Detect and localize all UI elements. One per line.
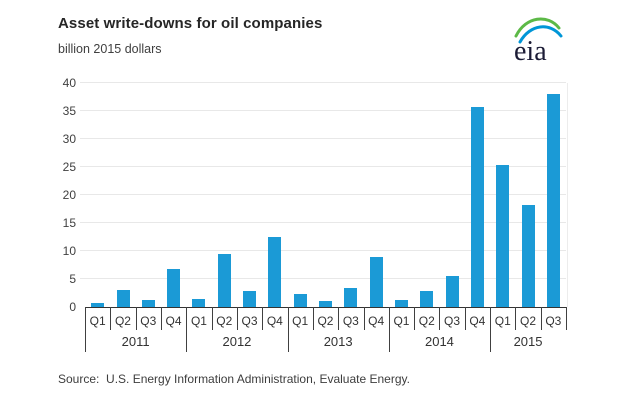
bar-2011-Q3 — [141, 300, 155, 307]
x-axis-quarter-label-2015-Q3: Q3 — [545, 314, 562, 328]
quarter-tick — [464, 307, 466, 330]
quarter-tick — [135, 307, 137, 330]
x-axis-quarter-label-2014-Q4: Q4 — [469, 314, 486, 328]
x-axis-quarter-label-2013-Q4: Q4 — [368, 314, 385, 328]
bar-2011-Q4 — [167, 269, 181, 307]
bar-2015-Q2 — [521, 205, 535, 307]
gridline-35 — [80, 110, 566, 111]
quarter-tick — [262, 307, 264, 330]
x-axis-quarter-label-2013-Q1: Q1 — [292, 314, 309, 328]
chart-title: Asset write-downs for oil companies — [58, 15, 323, 32]
year-separator — [287, 307, 289, 352]
x-axis-quarter-label-2011-Q1: Q1 — [89, 314, 106, 328]
bar-2015-Q1 — [496, 165, 510, 307]
y-axis-label-25: 25 — [62, 160, 76, 174]
logo-text: eia — [514, 36, 547, 66]
gridline-5 — [80, 278, 566, 279]
bar-2012-Q2 — [217, 254, 231, 307]
quarter-tick — [566, 307, 567, 330]
x-axis-quarter-label-2015-Q2: Q2 — [520, 314, 537, 328]
quarter-tick — [312, 307, 314, 330]
x-axis-year-label-2015: 2015 — [513, 334, 543, 349]
quarter-tick — [110, 307, 112, 330]
bar-2013-Q3 — [344, 288, 358, 307]
gridline-20 — [80, 194, 566, 195]
x-axis-quarter-label-2011-Q4: Q4 — [165, 314, 182, 328]
plot-right-border — [567, 83, 568, 307]
quarter-tick — [338, 307, 340, 330]
y-axis-label-40: 40 — [62, 76, 76, 90]
y-axis-label-35: 35 — [62, 104, 76, 118]
bar-2013-Q2 — [319, 301, 332, 307]
gridline-40 — [80, 82, 566, 83]
x-axis-quarter-label-2014-Q2: Q2 — [418, 314, 435, 328]
bar-2014-Q3 — [445, 276, 459, 307]
bar-2012-Q4 — [268, 237, 282, 307]
bar-2014-Q1 — [394, 300, 408, 307]
quarter-tick — [211, 307, 213, 330]
x-axis-year-label-2014: 2014 — [424, 334, 454, 349]
x-axis-quarter-label-2012-Q1: Q1 — [190, 314, 207, 328]
bar-2011-Q1 — [91, 303, 105, 307]
year-separator — [388, 307, 390, 352]
y-axis-label-10: 10 — [62, 244, 76, 258]
quarter-tick — [363, 307, 365, 330]
bar-2012-Q1 — [192, 299, 206, 307]
logo-blue-swoosh-icon — [518, 25, 563, 44]
bar-2013-Q1 — [293, 294, 307, 307]
x-axis-quarter-label-2013-Q3: Q3 — [342, 314, 359, 328]
eia-logo: eia — [506, 8, 564, 67]
bar-2014-Q2 — [420, 291, 434, 307]
x-axis-year-label-2011: 2011 — [121, 334, 150, 349]
quarter-tick — [160, 307, 162, 330]
quarter-tick — [414, 307, 416, 330]
bar-2013-Q4 — [369, 257, 383, 307]
x-axis-quarter-label-2012-Q3: Q3 — [241, 314, 258, 328]
x-axis-quarter-label-2015-Q1: Q1 — [494, 314, 511, 328]
x-axis-quarter-label-2011-Q3: Q3 — [140, 314, 157, 328]
gridline-25 — [80, 166, 566, 167]
year-separator — [186, 307, 188, 352]
bar-2011-Q2 — [116, 290, 130, 307]
gridline-30 — [80, 138, 566, 139]
y-axis-label-5: 5 — [69, 272, 76, 286]
x-axis-line — [85, 307, 567, 308]
quarter-tick — [439, 307, 441, 330]
gridline-15 — [80, 222, 566, 223]
x-axis-year-label-2012: 2012 — [222, 334, 252, 349]
eia-logo-graphic: eia — [514, 17, 563, 67]
quarter-tick — [236, 307, 238, 330]
source-note: Source: U.S. Energy Information Administ… — [58, 372, 410, 386]
x-axis-quarter-label-2014-Q1: Q1 — [393, 314, 410, 328]
chart-subtitle: billion 2015 dollars — [58, 42, 162, 56]
quarter-tick — [515, 307, 517, 330]
x-axis-quarter-label-2011-Q2: Q2 — [114, 314, 131, 328]
year-separator — [85, 307, 86, 352]
logo-green-swoosh-icon — [514, 17, 561, 38]
x-axis-quarter-label-2014-Q3: Q3 — [444, 314, 461, 328]
y-axis-label-15: 15 — [62, 216, 76, 230]
x-axis-quarter-label-2012-Q2: Q2 — [216, 314, 233, 328]
y-axis-label-20: 20 — [62, 188, 76, 202]
bar-2012-Q3 — [243, 291, 257, 307]
x-axis-quarter-label-2013-Q2: Q2 — [317, 314, 334, 328]
bar-2014-Q4 — [470, 107, 484, 307]
quarter-tick — [540, 307, 542, 330]
x-axis-year-label-2013: 2013 — [323, 334, 353, 349]
y-axis-label-0: 0 — [69, 300, 76, 314]
year-separator — [490, 307, 492, 352]
x-axis-quarter-label-2012-Q4: Q4 — [266, 314, 283, 328]
y-axis-label-30: 30 — [62, 132, 76, 146]
bar-2015-Q3 — [546, 94, 560, 307]
gridline-10 — [80, 250, 566, 251]
